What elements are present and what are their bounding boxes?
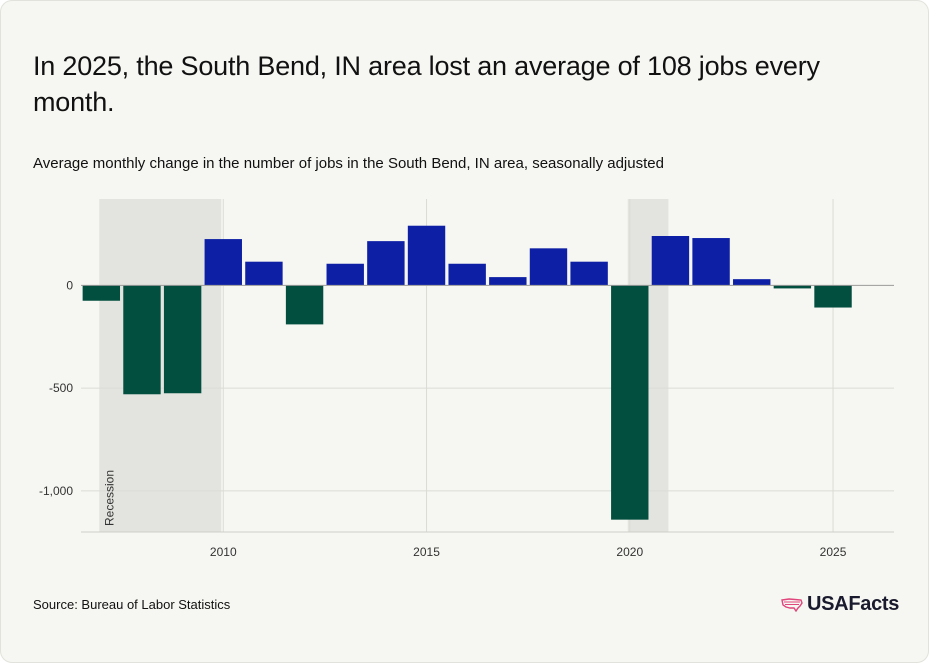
bar <box>204 239 242 286</box>
bar <box>448 263 486 286</box>
x-tick-label: 2015 <box>413 545 440 559</box>
bar <box>123 285 161 395</box>
x-tick-label: 2010 <box>210 545 237 559</box>
recession-label: Recession <box>102 470 116 526</box>
bar <box>489 277 527 286</box>
y-tick-label: -500 <box>49 381 73 395</box>
x-tick-label: 2025 <box>820 545 847 559</box>
bar <box>407 225 446 286</box>
bar <box>611 285 649 520</box>
us-map-icon <box>781 597 803 612</box>
bar <box>733 279 771 286</box>
bar <box>692 238 730 286</box>
bar <box>529 248 568 286</box>
bar <box>814 285 852 308</box>
bar <box>367 241 405 286</box>
bar <box>285 285 324 325</box>
logo-text: USAFacts <box>807 593 900 615</box>
bar <box>82 285 121 301</box>
usafacts-logo: USAFacts <box>781 593 899 616</box>
y-tick-label: -1,000 <box>39 484 73 498</box>
chart-subtitle: Average monthly change in the number of … <box>33 155 664 172</box>
bar <box>570 261 608 286</box>
bar <box>326 263 364 286</box>
source-note: Source: Bureau of Labor Statistics <box>33 597 231 612</box>
y-tick-label: 0 <box>66 278 73 292</box>
x-tick-label: 2020 <box>616 545 643 559</box>
chart-title: In 2025, the South Bend, IN area lost an… <box>33 51 820 117</box>
bar <box>773 285 812 289</box>
bar-chart: 0 -500 -1,000 2010 2015 2020 2025 Recession <box>39 199 894 559</box>
bar <box>651 236 690 286</box>
bar <box>245 261 283 286</box>
bar <box>163 285 202 394</box>
